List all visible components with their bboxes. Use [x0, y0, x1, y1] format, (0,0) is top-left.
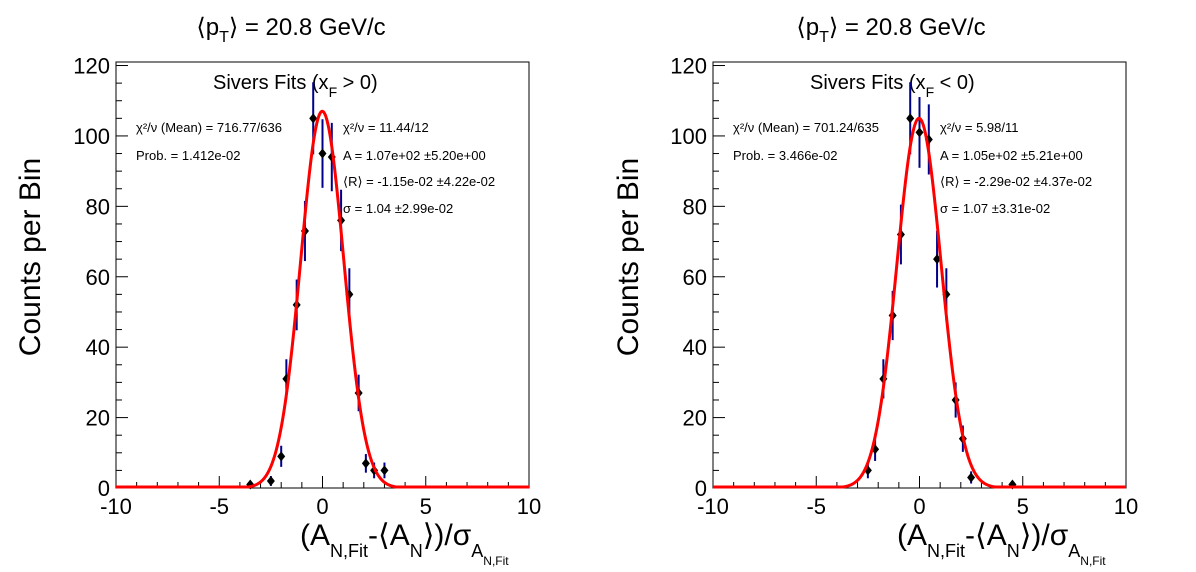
chart-panel-2: ⟨pT⟩ = 20.8 GeV/c-10 -5 0 5 1002040608010012…	[612, 14, 1138, 568]
data-point	[361, 458, 370, 469]
stat-chi2-mean: χ²/ν (Mean) = 701.24/635	[733, 120, 879, 135]
y-tick-label: 80	[683, 194, 707, 219]
y-axis-label: Counts per Bin	[612, 158, 645, 356]
y-tick-label: 120	[670, 54, 707, 79]
gaussian-fit-curve	[713, 116, 1126, 489]
legend-title-text: Sivers Fits (x	[213, 72, 329, 94]
y-tick-label: 0	[695, 476, 707, 501]
y-tick-label: 100	[670, 124, 707, 149]
title-text: ⟨p	[796, 14, 819, 41]
x-tick-label: -5	[209, 494, 229, 519]
x-label-part: -⟨A	[965, 519, 1007, 552]
x-axis-label: (AN,Fit-⟨AN⟩)/σAN,Fit	[300, 519, 509, 568]
y-tick-label: 100	[73, 124, 110, 149]
x-label-subscript: N,Fit	[330, 541, 368, 561]
x-tick-label: 10	[1114, 494, 1138, 519]
data-point	[309, 113, 318, 124]
data-point	[933, 254, 942, 265]
data-point	[380, 465, 389, 476]
x-label-subscript: N	[1007, 541, 1020, 561]
title-text: ⟨p	[196, 14, 219, 41]
stat-mean: ⟨R⟩ = -1.15e-02 ±4.22e-02	[343, 174, 495, 189]
data-point	[915, 127, 924, 138]
data-point	[967, 472, 976, 483]
x-tick-label: 0	[913, 494, 925, 519]
stat-amplitude: A = 1.07e+02 ±5.20e+00	[343, 148, 486, 163]
title-subscript: T	[219, 29, 229, 46]
x-label-part: ⟩)/σ	[423, 519, 472, 552]
stat-prob: Prob. = 1.412e-02	[136, 148, 240, 163]
y-tick-label: 40	[86, 335, 110, 360]
y-axis-label: Counts per Bin	[14, 158, 47, 356]
x-label-subsubscript: N,Fit	[483, 554, 509, 568]
data-point	[266, 475, 275, 486]
x-label-subscript: A	[471, 541, 483, 561]
title-text-rest: ⟩ = 20.8 GeV/c	[829, 14, 986, 41]
x-label-part: (A	[300, 519, 330, 552]
x-label-part: (A	[897, 519, 927, 552]
x-label-subsubscript: N,Fit	[1080, 554, 1106, 568]
y-tick-label: 80	[86, 194, 110, 219]
stat-chi2-mean: χ²/ν (Mean) = 716.77/636	[136, 120, 282, 135]
x-tick-label: -10	[697, 494, 729, 519]
x-tick-label: 5	[1017, 494, 1029, 519]
title-text-rest: ⟩ = 20.8 GeV/c	[229, 14, 386, 41]
x-axis-label: (AN,Fit-⟨AN⟩)/σAN,Fit	[897, 519, 1106, 568]
data-point	[318, 148, 327, 159]
y-tick-label: 40	[683, 335, 707, 360]
legend-title-text: Sivers Fits (x	[810, 72, 926, 94]
title-subscript: T	[819, 29, 829, 46]
y-tick-label: 20	[86, 406, 110, 431]
chart-panel-1: ⟨pT⟩ = 20.8 GeV/c-10 -5 0 5 1002040608010012…	[14, 14, 541, 568]
data-point	[277, 451, 286, 462]
x-label-part: ⟩)/σ	[1020, 519, 1069, 552]
gaussian-fit-curve	[116, 109, 529, 489]
stat-sigma: σ = 1.07 ±3.31e-02	[940, 201, 1050, 216]
x-tick-label: 10	[517, 494, 541, 519]
x-tick-label: 5	[420, 494, 432, 519]
y-tick-label: 60	[86, 265, 110, 290]
x-tick-label: 0	[316, 494, 328, 519]
stat-mean: ⟨R⟩ = -2.29e-02 ±4.37e-02	[940, 174, 1092, 189]
stat-prob: Prob. = 3.466e-02	[733, 148, 837, 163]
legend-title-text: > 0)	[337, 72, 378, 94]
legend-title: Sivers Fits (xF < 0)	[810, 72, 975, 100]
stat-amplitude: A = 1.05e+02 ±5.21e+00	[940, 148, 1083, 163]
chart-title: ⟨pT⟩ = 20.8 GeV/c	[196, 14, 385, 46]
y-tick-label: 60	[683, 265, 707, 290]
chart-title: ⟨pT⟩ = 20.8 GeV/c	[796, 14, 985, 46]
x-label-part: -⟨A	[368, 519, 410, 552]
x-label-subscript: A	[1068, 541, 1080, 561]
y-tick-label: 120	[73, 54, 110, 79]
y-tick-label: 20	[683, 406, 707, 431]
x-label-subscript: N	[410, 541, 423, 561]
legend-title-subscript: F	[329, 84, 338, 100]
data-point	[906, 113, 915, 124]
legend-title-subscript: F	[926, 84, 935, 100]
y-tick-label: 0	[98, 476, 110, 501]
stat-sigma: σ = 1.04 ±2.99e-02	[343, 201, 453, 216]
stat-chi2-fit: χ²/ν = 5.98/11	[940, 120, 1019, 135]
x-tick-label: -5	[806, 494, 826, 519]
legend-title-text: < 0)	[934, 72, 975, 94]
legend-title: Sivers Fits (xF > 0)	[213, 72, 378, 100]
x-tick-label: -10	[100, 494, 132, 519]
x-label-subscript: N,Fit	[927, 541, 965, 561]
stat-chi2-fit: χ²/ν = 11.44/12	[343, 120, 429, 135]
